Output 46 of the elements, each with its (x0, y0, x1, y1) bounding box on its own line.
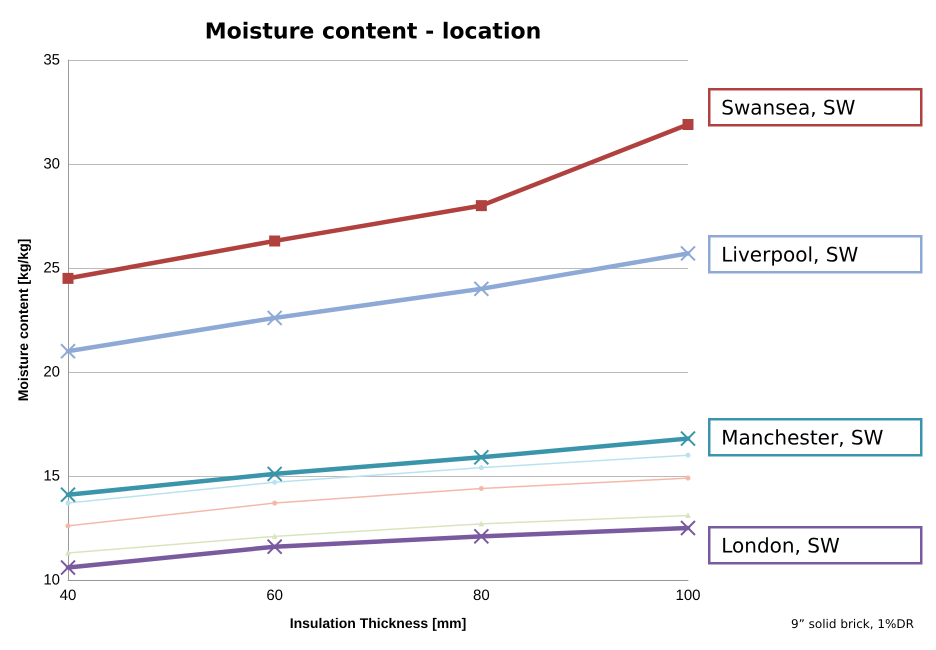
point (680, 430, 696, 447)
series-label: Swansea, SW (721, 95, 856, 120)
y-tick-label: 35 (43, 52, 60, 68)
point (682, 118, 694, 130)
point (680, 245, 696, 262)
point (478, 465, 484, 470)
point (473, 528, 490, 544)
x-tick-label: 80 (472, 587, 490, 604)
point (686, 476, 690, 481)
y-tick-label: 20 (43, 364, 60, 380)
point (266, 310, 283, 326)
point (66, 500, 70, 506)
point (60, 486, 76, 503)
point (60, 560, 76, 576)
series-label: Manchester, SW (721, 425, 884, 450)
x-tick-label: 60 (266, 587, 284, 604)
y-tick-label: 15 (43, 468, 60, 484)
x-tick-label: 100 (675, 587, 701, 604)
x-axis-title: Insulation Thickness [mm] (290, 615, 466, 631)
point (269, 235, 280, 246)
text: 9” solid brick, 1%DR (790, 617, 914, 631)
point (476, 200, 487, 212)
point (66, 523, 70, 528)
point (266, 466, 283, 482)
y-tick-label: 25 (43, 260, 60, 276)
point (478, 486, 484, 491)
series-label: London, SW (721, 533, 840, 558)
series-label: Liverpool, SW (721, 242, 858, 266)
point (272, 500, 278, 506)
point (266, 538, 283, 555)
point (686, 513, 690, 518)
point (478, 521, 484, 526)
point (66, 550, 70, 556)
x-tick-label: 40 (60, 587, 76, 604)
y-axis-title: Moisture content [kg/kg] (15, 238, 31, 402)
point (473, 280, 490, 297)
point (62, 272, 74, 284)
chart-title: Moisture content - location (204, 20, 542, 44)
y-tick-label: 30 (43, 156, 60, 172)
y-tick-label: 10 (43, 572, 60, 588)
point (686, 452, 690, 458)
point (60, 343, 76, 360)
point (272, 480, 278, 485)
point (272, 534, 278, 539)
point (473, 449, 490, 466)
point (680, 520, 696, 536)
